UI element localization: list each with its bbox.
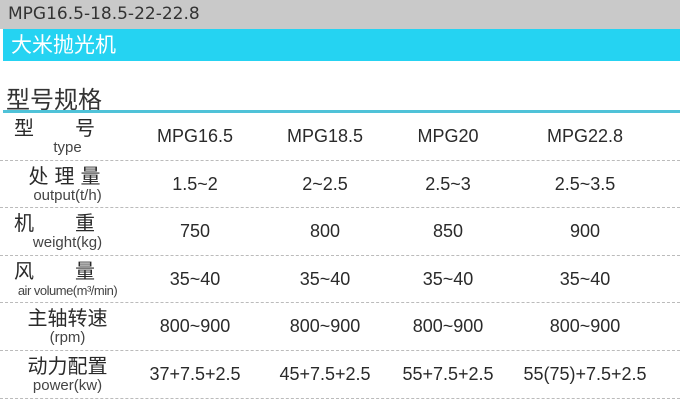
label-cn: 重 xyxy=(75,211,95,236)
table-cell: 35~40 xyxy=(422,268,474,289)
section-title: 型号规格 xyxy=(6,86,102,114)
table-row-air-volume: 风量 air volume(m³/min) 35~40 35~40 35~40 … xyxy=(0,256,680,304)
table-row-power: 动力配置 power(kw) 37+7.5+2.5 45+7.5+2.5 55+… xyxy=(0,351,680,399)
table-cell: 850 xyxy=(432,221,464,242)
spec-table: 型 号 type MPG16.5 MPG18.5 MPG20 MPG22.8 处理… xyxy=(0,113,680,399)
row-label: 型 号 type xyxy=(0,117,135,156)
table-cell: 2~2.5 xyxy=(302,173,348,194)
table-row-type: 型 号 type MPG16.5 MPG18.5 MPG20 MPG22.8 xyxy=(0,113,680,161)
table-cell: 750 xyxy=(179,221,211,242)
table-cell: 2.5~3.5 xyxy=(554,173,616,194)
table-cell: 800~900 xyxy=(412,316,484,337)
table-cell: 35~40 xyxy=(299,268,351,289)
label-cn: 处理量 xyxy=(28,163,107,188)
label-cn: 动力配置 xyxy=(27,353,108,378)
table-cell: 55+7.5+2.5 xyxy=(402,363,494,384)
row-label: 机 重 weight(kg) xyxy=(0,212,135,251)
row-label: 处理量 output(t/h) xyxy=(0,165,135,204)
label-cn: 量 xyxy=(75,258,95,283)
row-label: 风 量 air volume(m³/min) xyxy=(0,260,135,299)
table-cell: 800 xyxy=(309,221,341,242)
table-cell: 37+7.5+2.5 xyxy=(149,363,241,384)
table-cell: 55(75)+7.5+2.5 xyxy=(523,363,647,384)
label-cn: 风 xyxy=(14,258,34,283)
table-cell: 800~900 xyxy=(289,316,361,337)
table-cell: MPG18.5 xyxy=(286,126,364,146)
row-label: 主轴转速 (rpm) xyxy=(0,307,135,346)
label-en: weight(kg) xyxy=(32,234,103,252)
table-cell: 800~900 xyxy=(549,316,621,337)
label-cn: 主轴转速 xyxy=(27,306,108,331)
table-cell: 35~40 xyxy=(169,268,221,289)
table-cell: 35~40 xyxy=(559,268,611,289)
table-cell: 2.5~3 xyxy=(425,173,471,194)
table-cell: 800~900 xyxy=(159,316,231,337)
table-cell: MPG20 xyxy=(417,126,479,146)
section-divider xyxy=(3,110,680,113)
table-cell: MPG22.8 xyxy=(546,126,624,146)
table-row-output: 处理量 output(t/h) 1.5~2 2~2.5 2.5~3 2.5~3.… xyxy=(0,161,680,209)
label-en: output(t/h) xyxy=(33,186,102,204)
table-cell: MPG16.5 xyxy=(156,126,234,146)
table-row-weight: 机 重 weight(kg) 750 800 850 900 xyxy=(0,208,680,256)
table-cell: 45+7.5+2.5 xyxy=(279,363,371,384)
label-en: air volume(m³/min) xyxy=(17,282,118,298)
label-cn: 机 xyxy=(14,211,34,236)
label-cn: 型 xyxy=(14,116,34,140)
table-row-spindle-speed: 主轴转速 (rpm) 800~900 800~900 800~900 800~9… xyxy=(0,303,680,351)
row-label: 动力配置 power(kw) xyxy=(0,355,135,394)
table-cell: 1.5~2 xyxy=(172,173,218,194)
label-cn: 号 xyxy=(75,116,95,140)
label-en: power(kw) xyxy=(32,376,103,394)
label-en: (rpm) xyxy=(49,329,86,347)
table-cell: 900 xyxy=(569,221,601,242)
model-range-header: MPG16.5-18.5-22-22.8 xyxy=(0,0,680,29)
product-name-banner: 大米抛光机 xyxy=(3,29,680,61)
label-en: type xyxy=(53,139,82,156)
